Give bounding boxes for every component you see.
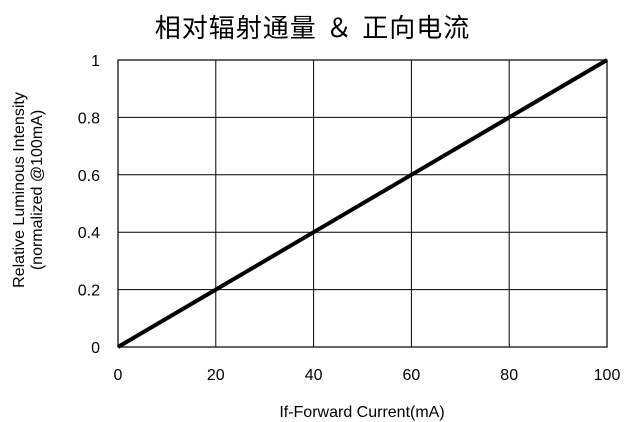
y-tick-label: 0.4 bbox=[78, 225, 100, 242]
y-axis-label-line1: Relative Luminous Intensity bbox=[11, 92, 28, 288]
y-tick-label: 0 bbox=[91, 340, 100, 357]
x-axis-label: If-Forward Current(mA) bbox=[279, 404, 444, 421]
series-group bbox=[116, 58, 609, 349]
x-tick-labels: 0 20 40 60 80 100 bbox=[114, 367, 621, 384]
x-tick-label: 80 bbox=[500, 367, 518, 384]
y-tick-label: 0.6 bbox=[78, 168, 100, 185]
chart-title: 相对辐射通量 ＆ 正向电流 bbox=[154, 14, 471, 44]
y-axis-label-line2: (normalized @100mA) bbox=[29, 110, 46, 270]
y-tick-label: 0.2 bbox=[78, 283, 100, 300]
x-tick-label: 60 bbox=[403, 367, 421, 384]
y-tick-label: 1 bbox=[91, 53, 100, 70]
plot-frame bbox=[117, 59, 608, 348]
series-line bbox=[116, 58, 609, 349]
x-tick-label: 100 bbox=[594, 367, 621, 384]
y-tick-label: 0.8 bbox=[78, 110, 100, 127]
x-tick-label: 0 bbox=[114, 367, 123, 384]
y-axis-label-group: Relative Luminous Intensity (normalized … bbox=[11, 92, 46, 288]
x-tick-label: 40 bbox=[305, 367, 323, 384]
y-tick-labels: 0 0.2 0.4 0.6 0.8 1 bbox=[78, 53, 100, 357]
x-tick-label: 20 bbox=[207, 367, 225, 384]
